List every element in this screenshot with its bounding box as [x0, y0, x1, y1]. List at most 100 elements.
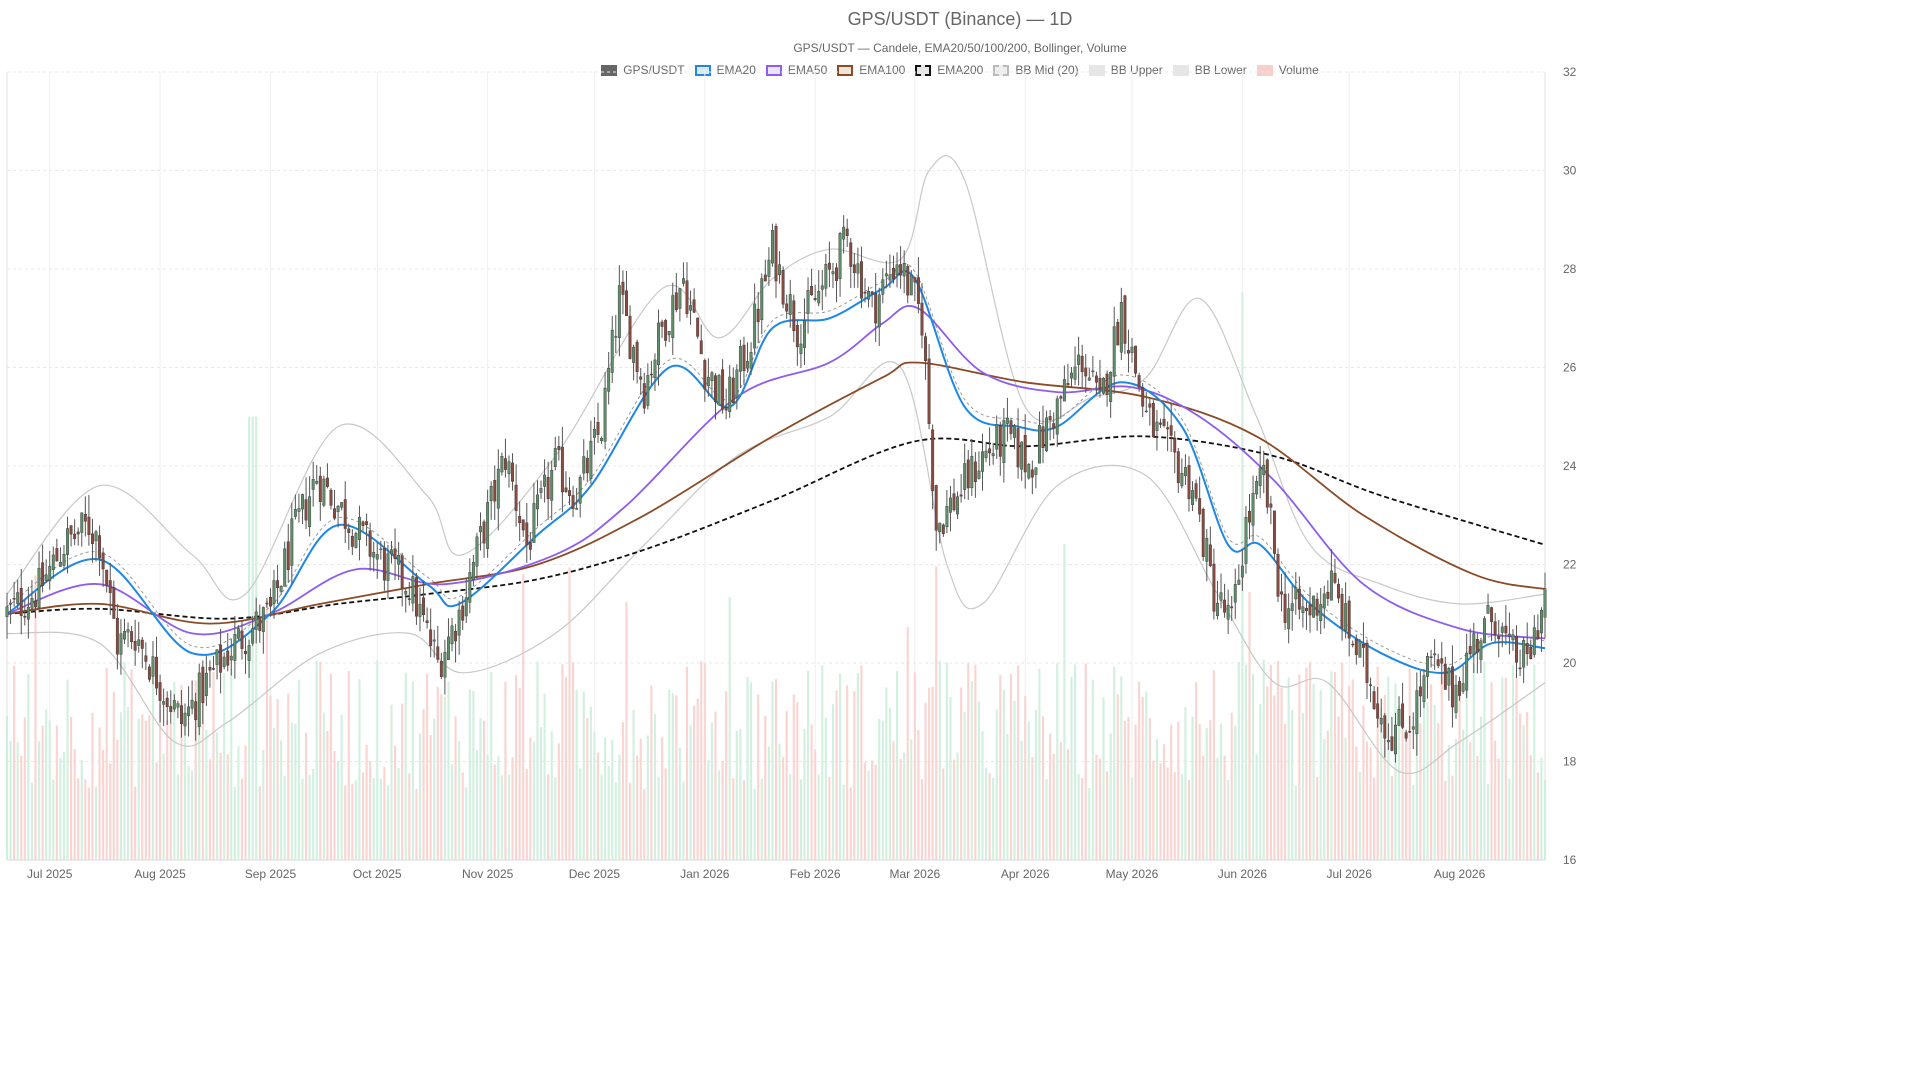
- candle-body: [995, 424, 999, 450]
- candle-body: [244, 651, 247, 655]
- volume-bar: [1362, 705, 1365, 860]
- volume-bar: [134, 786, 137, 860]
- candle-body: [418, 603, 422, 617]
- volume-bar: [1511, 665, 1515, 860]
- volume-bar: [77, 778, 80, 860]
- candle-body: [578, 476, 582, 504]
- candle-body: [706, 376, 710, 386]
- volume-bar: [1415, 725, 1418, 860]
- candle-body: [1148, 403, 1152, 408]
- candle-body: [194, 701, 198, 721]
- candle-body: [1461, 683, 1465, 692]
- volume-bar: [532, 741, 535, 860]
- candle-body: [375, 554, 379, 560]
- candle-body: [724, 407, 728, 411]
- candle-body: [1194, 483, 1198, 499]
- volume-bar: [760, 778, 763, 860]
- volume-bar: [1472, 663, 1475, 860]
- legend-item-ema20[interactable]: EMA20: [694, 63, 756, 77]
- volume-bar: [1248, 591, 1251, 860]
- volume-bar: [899, 758, 902, 860]
- candle-body: [941, 524, 945, 534]
- candle-body: [867, 291, 871, 300]
- volume-bar: [963, 712, 966, 860]
- volume-bar: [290, 722, 293, 860]
- candle-body: [80, 512, 84, 533]
- volume-bar: [472, 690, 475, 860]
- volume-bar: [956, 752, 959, 860]
- legend-item-ema100[interactable]: EMA100: [837, 63, 905, 77]
- volume-bar: [646, 735, 649, 860]
- candle-body: [1468, 645, 1472, 655]
- volume-bar: [119, 712, 122, 860]
- candle-body: [1109, 371, 1113, 402]
- legend-item-bb-lower[interactable]: BB Lower: [1172, 63, 1247, 77]
- volume-bar: [981, 731, 984, 860]
- candle-body: [155, 656, 158, 689]
- volume-bar: [643, 789, 646, 860]
- volume-bar: [739, 728, 742, 860]
- candle-body: [674, 292, 678, 311]
- legend-item-ema200[interactable]: EMA200: [915, 63, 983, 77]
- volume-bar: [856, 673, 859, 860]
- legend-item-bb-mid-20[interactable]: BB Mid (20): [993, 63, 1079, 77]
- volume-bar: [767, 746, 770, 860]
- candle-body: [546, 477, 550, 500]
- candle-body: [1265, 459, 1269, 508]
- volume-bar: [1066, 749, 1070, 860]
- candle-body: [112, 587, 116, 619]
- candle-body: [393, 548, 397, 559]
- volume-bar: [1280, 687, 1283, 860]
- candle-body: [1034, 467, 1038, 475]
- volume-bar: [1437, 723, 1440, 860]
- candle-body: [140, 639, 144, 649]
- volume-bar: [201, 680, 204, 860]
- volume-bar: [1234, 725, 1237, 860]
- volume-bar: [105, 668, 108, 860]
- volume-bar: [1430, 684, 1433, 860]
- candle-body: [51, 554, 55, 571]
- volume-bar: [564, 677, 568, 860]
- legend-item-bb-upper[interactable]: BB Upper: [1088, 63, 1163, 77]
- volume-bar: [91, 712, 94, 860]
- legend-item-ema50[interactable]: EMA50: [765, 63, 827, 77]
- volume-bar: [137, 718, 140, 860]
- volume-bar: [550, 731, 553, 860]
- candle-body: [532, 503, 536, 543]
- volume-bar: [881, 720, 884, 860]
- volume-bar: [468, 689, 471, 860]
- volume-bar: [831, 704, 835, 860]
- candle-body: [1287, 608, 1291, 630]
- volume-bar: [949, 697, 952, 860]
- x-tick-label: Mar 2026: [889, 867, 940, 881]
- candle-body: [468, 572, 472, 603]
- candle-body: [55, 548, 59, 562]
- volume-bar: [785, 710, 788, 860]
- chart-subtitle: GPS/USDT — Candele, EMA20/50/100/200, Bo…: [793, 41, 1127, 55]
- candle-body: [105, 569, 109, 586]
- candle-body: [457, 609, 461, 636]
- volume-bar: [621, 722, 624, 860]
- candle-body: [966, 459, 970, 489]
- candle-body: [1411, 726, 1415, 730]
- volume-bar: [1141, 697, 1144, 860]
- y-tick-label: 28: [1563, 262, 1577, 276]
- candle-body: [1515, 636, 1518, 663]
- candle-body: [1077, 354, 1081, 365]
- candle-body: [1354, 638, 1358, 655]
- volume-bar: [1433, 704, 1436, 860]
- candle-body: [1500, 626, 1504, 633]
- legend-item-gps-usdt[interactable]: GPS/USDT: [601, 63, 685, 77]
- candle-body: [1269, 503, 1273, 508]
- candle-body: [1283, 593, 1287, 623]
- volume-bar: [1255, 754, 1258, 860]
- legend-item-volume[interactable]: Volume: [1256, 63, 1319, 77]
- candle-body: [699, 340, 703, 355]
- volume-bar: [1454, 738, 1458, 860]
- candle-body: [425, 620, 429, 623]
- volume-bar: [447, 681, 450, 860]
- candle-body: [838, 233, 842, 280]
- candle-body: [1240, 565, 1244, 578]
- volume-bar: [782, 757, 785, 860]
- candle-body: [1497, 635, 1501, 640]
